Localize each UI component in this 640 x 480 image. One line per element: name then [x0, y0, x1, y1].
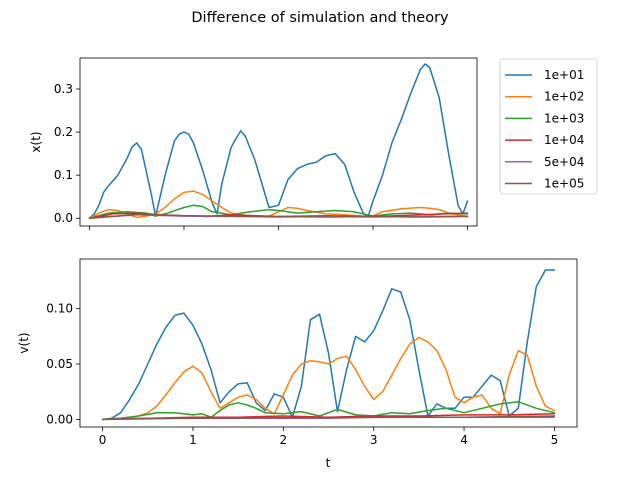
legend-entries: 1e+01 1e+02 1e+03 1e+04 5e+04 1e+05	[505, 68, 584, 191]
figure-title: Difference of simulation and theory	[191, 10, 449, 26]
y-tick-label-top-2: 0.2	[54, 125, 73, 139]
legend: 1e+01 1e+02 1e+03 1e+04 5e+04 1e+05	[499, 58, 598, 195]
series-line-1ep03	[101, 400, 556, 421]
legend-label-1ep05: 1e+05	[544, 177, 584, 191]
series-line-1ep05	[101, 415, 556, 421]
legend-label-1ep04: 1e+04	[544, 133, 584, 147]
series-line-1ep01	[88, 63, 469, 219]
legend-label-1ep03: 1e+03	[544, 111, 584, 125]
y-tick-label-bottom-0: 0.00	[46, 412, 73, 426]
series-line-1ep01	[101, 269, 556, 421]
axes-bottom-frame	[79, 258, 578, 428]
legend-label-1ep02: 1e+02	[544, 90, 584, 104]
x-tick-label-bottom-5: 5	[551, 433, 559, 447]
x-tick-label-bottom-2: 2	[279, 433, 287, 447]
series-line-1ep05	[88, 213, 469, 219]
y-tick-label-bottom-1: 0.05	[46, 357, 73, 371]
axes-top-ticks: 0.0 0.1 0.2 0.3	[54, 82, 468, 230]
axes-bottom: 0 1 2 3 4 5 0.00 0.05 0.10 v(t) t	[17, 258, 578, 470]
legend-label-1ep01: 1e+01	[544, 68, 584, 82]
legend-frame	[499, 58, 598, 195]
x-tick-label-bottom-4: 4	[460, 433, 468, 447]
axes-bottom-xlabel: t	[326, 456, 331, 470]
axes-bottom-series	[101, 269, 556, 421]
legend-label-5ep04: 5e+04	[544, 155, 584, 169]
x-tick-label-bottom-1: 1	[189, 433, 197, 447]
axes-top: 0.0 0.1 0.2 0.3 x(t)	[29, 57, 478, 230]
series-line-1ep02	[101, 336, 556, 421]
axes-top-series	[88, 63, 469, 219]
x-tick-label-bottom-3: 3	[370, 433, 378, 447]
x-tick-label-bottom-0: 0	[99, 433, 107, 447]
y-tick-label-top-3: 0.3	[54, 82, 73, 96]
axes-top-ylabel: x(t)	[29, 131, 43, 152]
axes-bottom-ticks: 0 1 2 3 4 5 0.00 0.05 0.10	[46, 302, 558, 447]
y-tick-label-bottom-2: 0.10	[46, 302, 73, 316]
y-tick-label-top-0: 0.0	[54, 211, 73, 225]
axes-bottom-ylabel: v(t)	[17, 332, 31, 353]
y-tick-label-top-1: 0.1	[54, 168, 73, 182]
